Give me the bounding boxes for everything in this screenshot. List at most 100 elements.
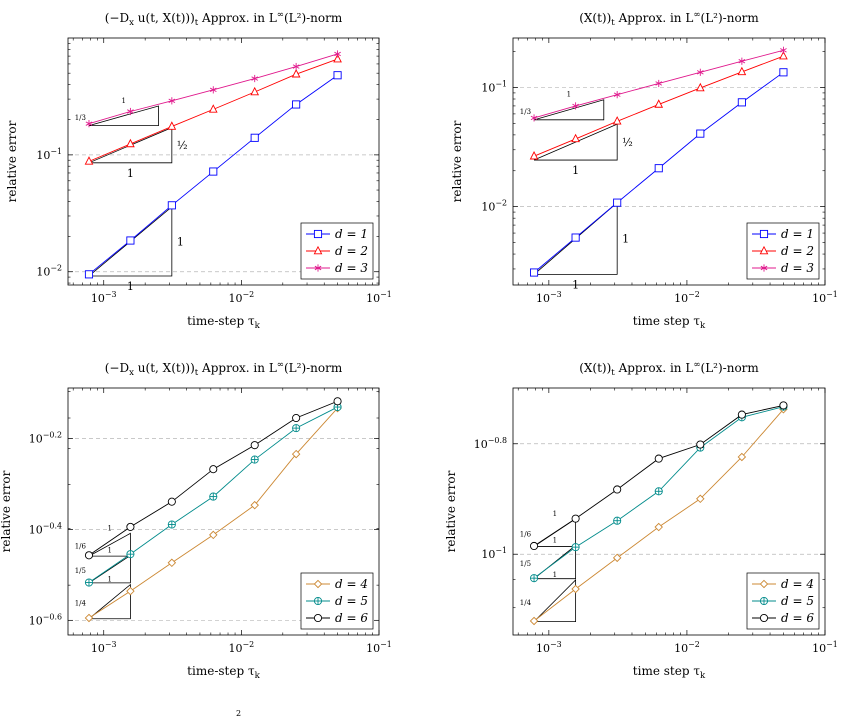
star-marker xyxy=(314,264,322,272)
diamond-marker xyxy=(654,522,663,532)
triangle-marker xyxy=(126,138,135,148)
diamond-marker xyxy=(167,558,177,568)
circle-marker xyxy=(333,397,342,406)
triangle-marker xyxy=(737,66,747,76)
slope-run-label: 1 xyxy=(572,164,579,177)
diamond-marker xyxy=(759,579,769,589)
y-tick-label: 10−2​ xyxy=(36,264,62,279)
x-tick-label: 10−2​ xyxy=(674,290,700,305)
slope-rise-label: 1/4 xyxy=(520,599,532,607)
oplus-marker xyxy=(313,596,323,606)
star-marker xyxy=(334,50,341,58)
star-stroke xyxy=(209,87,217,93)
star-stroke xyxy=(696,70,704,75)
panel-title: (X(t))t​ Approx. in L∞​(L²)-norm xyxy=(579,10,759,28)
plot-frame xyxy=(67,387,380,636)
slope-rise-label: 1/5 xyxy=(520,560,531,568)
square-marker xyxy=(737,98,746,107)
slope-rise-label: 1 xyxy=(177,235,184,248)
series-d=1 xyxy=(84,71,342,279)
triangle-marker xyxy=(313,245,323,255)
plot-frame xyxy=(512,37,826,286)
x-tick-label: 10−3​ xyxy=(91,290,117,305)
star-stroke xyxy=(780,48,787,53)
legend-box xyxy=(746,572,820,630)
legend-entry: d = 5 xyxy=(781,594,814,608)
slope-rise-label: ½ xyxy=(177,139,188,152)
star-marker xyxy=(655,79,663,88)
legend-entry: d = 6 xyxy=(335,611,368,625)
series-d=1 xyxy=(529,68,788,277)
slope-run-label: 1 xyxy=(127,280,134,293)
diamond-marker xyxy=(313,579,323,589)
plot-frame xyxy=(512,387,826,636)
panel-title: (−Dx​ u(t, X(t)))t​ Approx. in L∞​(L²)-n… xyxy=(105,360,343,378)
circle-marker xyxy=(779,401,788,410)
circle-marker xyxy=(167,497,176,506)
series-d=6 xyxy=(84,397,342,560)
star-stroke xyxy=(85,121,93,126)
y-tick-label: 10−0.4​ xyxy=(29,521,62,536)
star-stroke xyxy=(127,109,134,114)
slope-rise-label: 1/5 xyxy=(75,567,86,575)
square-marker xyxy=(209,167,218,176)
circle-marker xyxy=(529,541,539,551)
slope-rise-label: 1/3 xyxy=(520,108,531,116)
series-line xyxy=(533,409,784,622)
star-stroke xyxy=(334,51,341,57)
series-d=2 xyxy=(84,53,342,165)
square-marker xyxy=(696,129,705,138)
circle-marker xyxy=(571,514,580,523)
circle-marker xyxy=(292,413,301,423)
y-tick-label: 10−2​ xyxy=(481,199,507,214)
triangle-marker xyxy=(167,121,177,130)
oplus-marker xyxy=(571,543,580,552)
legend-entry: d = 3 xyxy=(335,261,368,275)
circle-marker xyxy=(250,441,259,450)
triangle-marker xyxy=(291,69,301,78)
star-marker xyxy=(738,57,746,65)
legend-entry: d = 1 xyxy=(781,227,814,241)
oplus-marker xyxy=(759,596,769,606)
oplus-marker xyxy=(126,550,135,559)
series-d=3 xyxy=(85,50,341,128)
star-stroke xyxy=(738,59,746,64)
circle-marker xyxy=(759,613,769,623)
star-marker xyxy=(85,120,93,128)
square-marker xyxy=(654,164,663,173)
square-marker xyxy=(250,133,259,142)
x-tick-label: 10−1​ xyxy=(366,640,392,655)
circle-marker xyxy=(313,613,323,623)
oplus-marker xyxy=(250,455,259,464)
triangle-marker xyxy=(529,151,539,160)
diamond-marker xyxy=(612,553,622,563)
star-marker xyxy=(251,74,259,83)
legend-entry: d = 3 xyxy=(781,261,814,275)
legend-entry: d = 4 xyxy=(335,577,368,591)
series-line xyxy=(88,407,338,619)
diamond-marker xyxy=(250,500,259,510)
triangle-marker xyxy=(333,53,342,63)
x-axis-label: time-step τk​ xyxy=(187,314,260,331)
x-tick-label: 10−3​ xyxy=(536,640,562,655)
y-axis-label: relative error xyxy=(0,470,13,552)
series-d=2 xyxy=(529,50,788,160)
star-marker xyxy=(760,264,768,272)
y-tick-label: 10−0.6​ xyxy=(29,612,62,627)
triangle-marker xyxy=(250,86,260,96)
series-d=4 xyxy=(529,405,788,626)
chart-panel-4: 10−3​ 10−2​ 10−1​ 10−0.8​ 10−1​ 1 1/4 1 1/5 1 1/6 d… xyxy=(444,360,838,681)
triangle-marker xyxy=(208,104,218,113)
star-stroke xyxy=(530,115,538,121)
circle-marker xyxy=(696,440,705,449)
slope-run-label: 1 xyxy=(122,97,126,105)
diamond-marker xyxy=(209,530,218,540)
oplus-marker xyxy=(167,520,176,529)
star-marker xyxy=(572,102,579,110)
x-tick-label: 10−3​ xyxy=(91,640,117,655)
slope-triangle xyxy=(87,583,131,620)
y-axis-label: relative error xyxy=(444,470,458,552)
square-marker xyxy=(333,71,342,80)
star-marker xyxy=(613,91,621,99)
